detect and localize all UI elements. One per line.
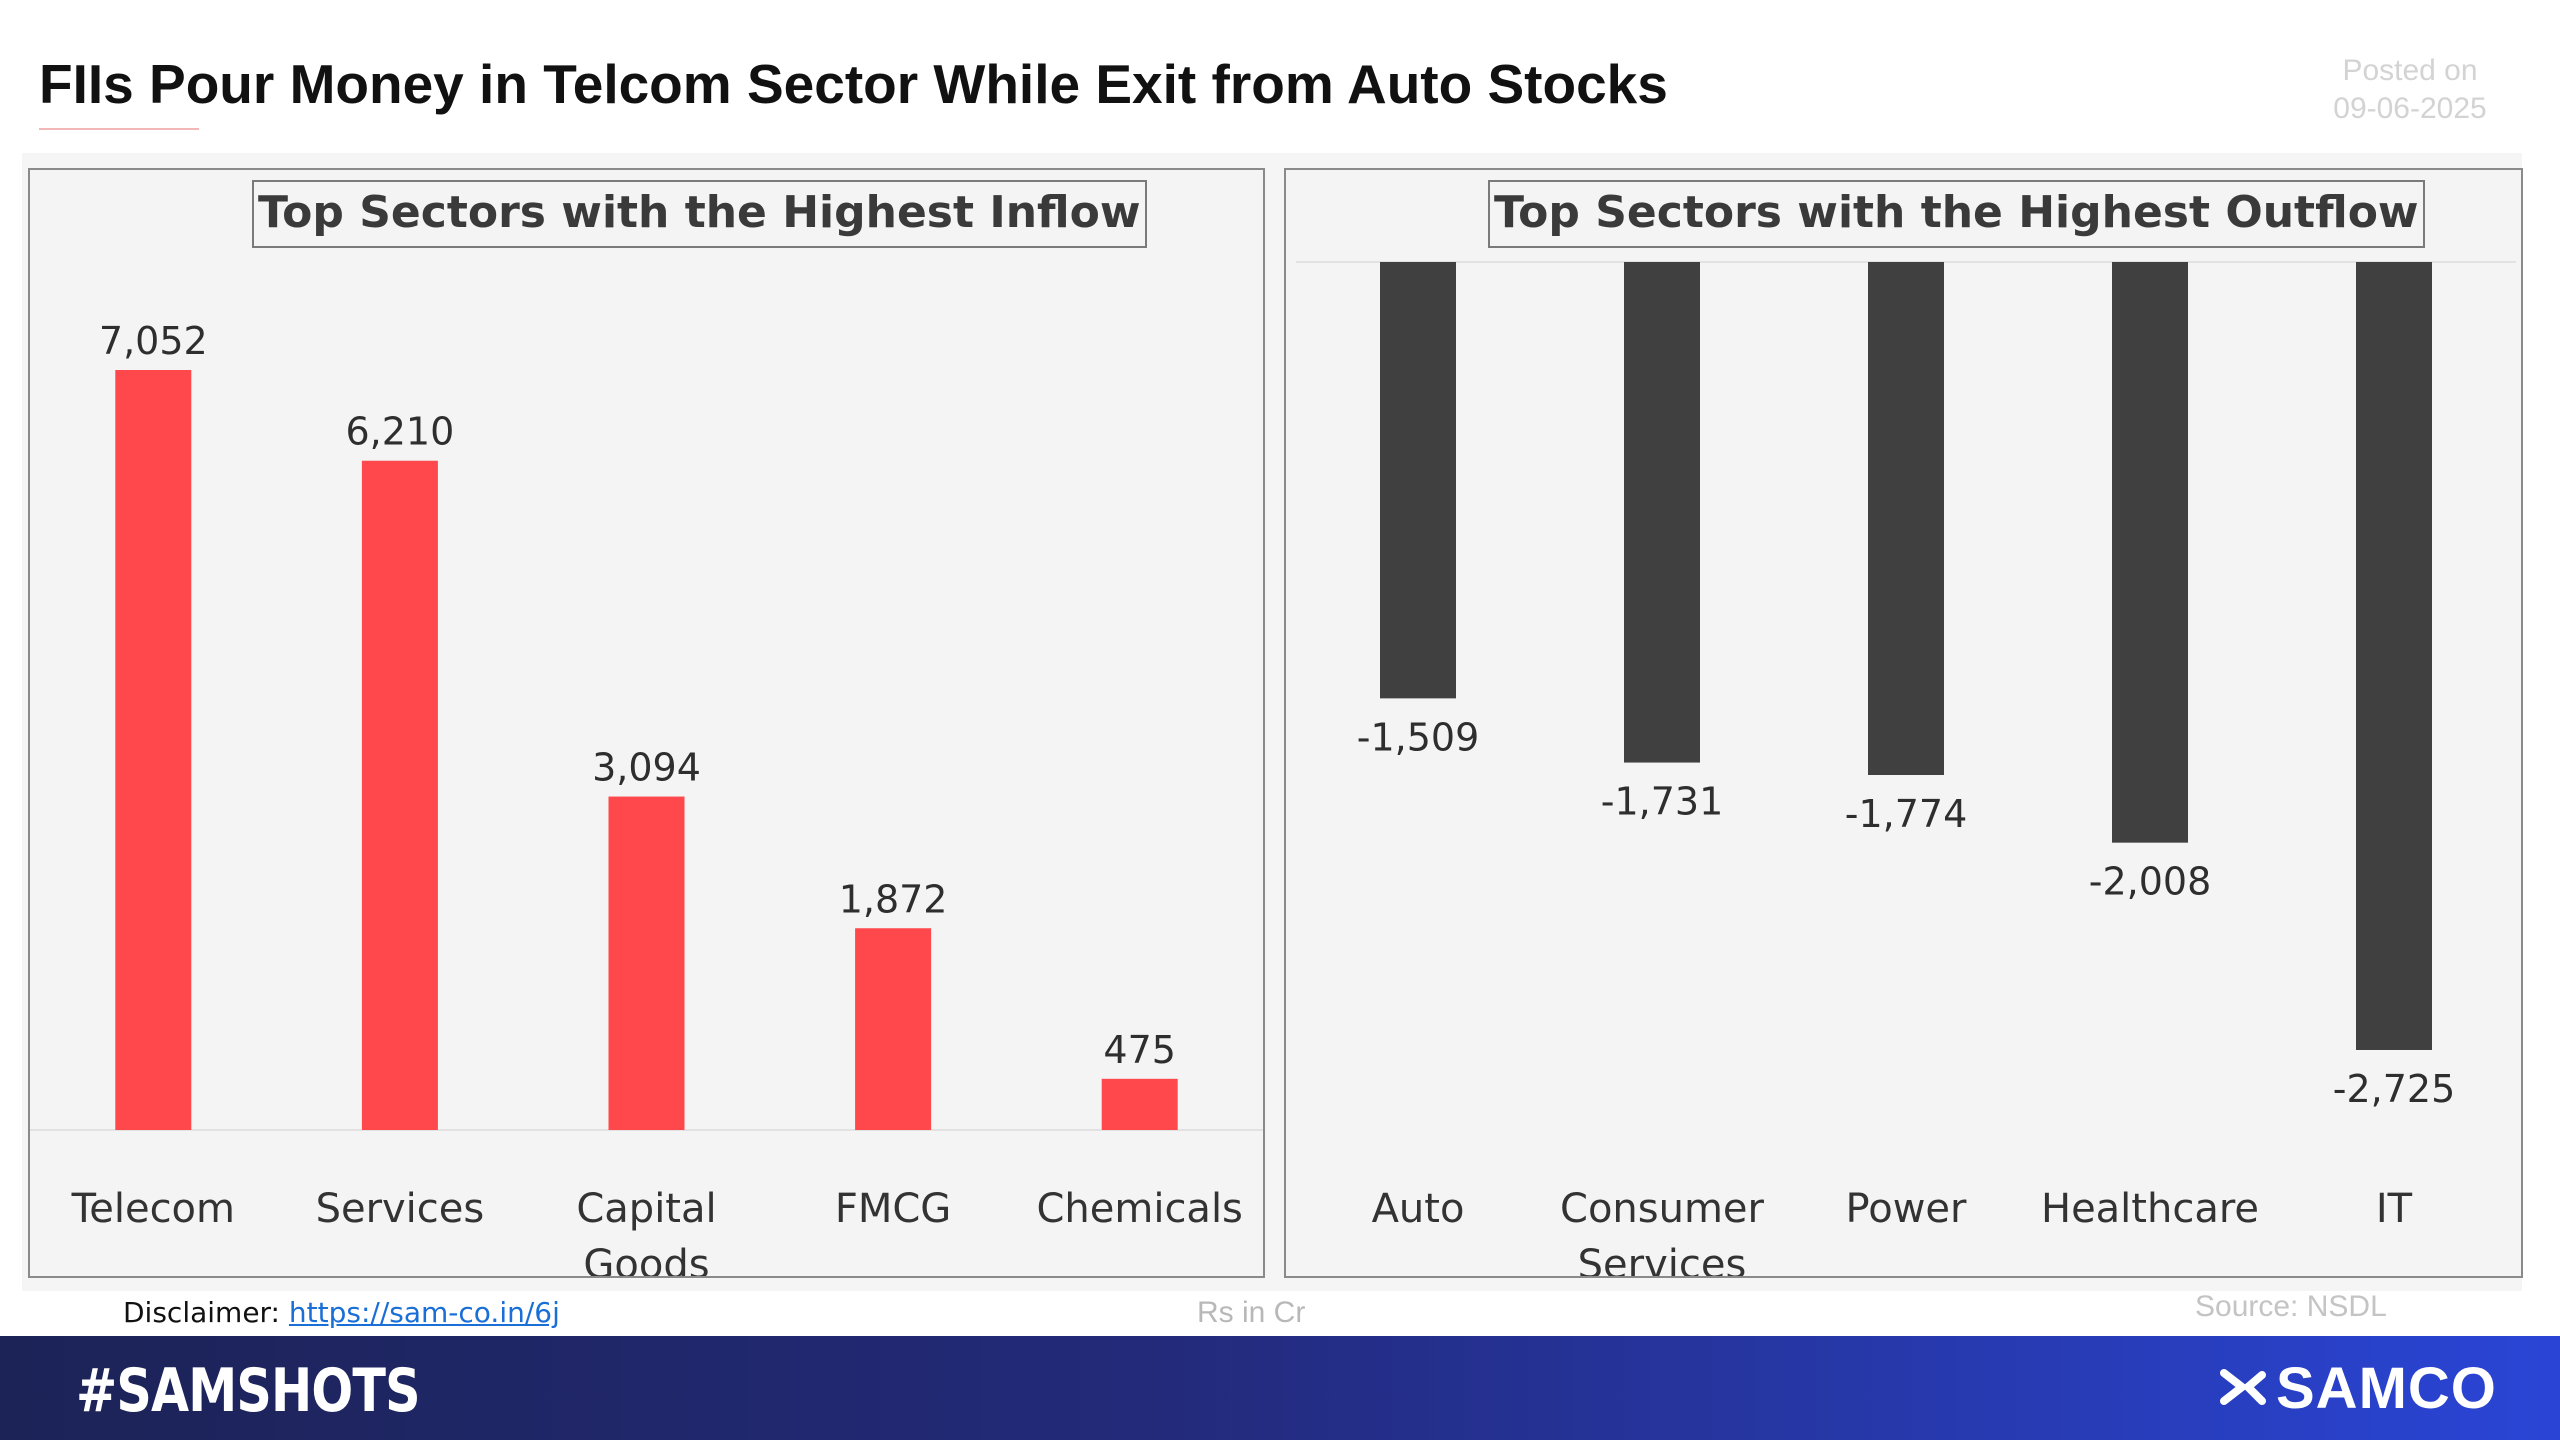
disclaimer-label: Disclaimer: xyxy=(123,1296,280,1329)
bar xyxy=(115,370,192,1130)
category-tick-label: IT xyxy=(2376,1186,2413,1232)
data-label: 6,210 xyxy=(346,410,455,454)
category-tick-label: Goods xyxy=(583,1242,709,1276)
data-label: -1,731 xyxy=(1601,780,1724,824)
category-tick-label: Chemicals xyxy=(1036,1186,1242,1232)
data-label: 7,052 xyxy=(99,319,208,363)
data-label: -1,509 xyxy=(1357,715,1480,759)
inflow-chart: 7,052 Telecom 6,210 Services 3,094 Capital Goo… xyxy=(30,319,1263,1276)
data-label: -1,774 xyxy=(1845,792,1968,836)
units-label: Rs in Cr xyxy=(1197,1296,1306,1329)
data-label: -2,725 xyxy=(2333,1067,2456,1111)
posted-date-block: Posted on 09-06-2025 xyxy=(2300,52,2520,128)
category-tick-label: Auto xyxy=(1372,1186,1465,1232)
page-title: FIIs Pour Money in Telcom Sector While E… xyxy=(39,53,1668,115)
data-label: 1,872 xyxy=(839,877,948,921)
category-tick-label: Healthcare xyxy=(2041,1186,2259,1232)
outflow-chart-title: Top Sectors with the Highest Outflow xyxy=(1488,180,2425,248)
disclaimer-link[interactable]: https://sam-co.in/6j xyxy=(288,1296,560,1329)
inflow-chart-panel: 7,052 Telecom 6,210 Services 3,094 Capital Goo… xyxy=(28,168,1265,1278)
bar xyxy=(1380,262,1456,699)
bar xyxy=(1101,1078,1178,1130)
bar xyxy=(2356,262,2432,1050)
category-tick-label: Consumer xyxy=(1560,1186,1765,1232)
data-label: 3,094 xyxy=(592,746,701,790)
bar xyxy=(1624,262,1700,763)
data-label: 475 xyxy=(1103,1028,1176,1072)
samco-logo-icon xyxy=(2220,1369,2266,1405)
brand-logo: SAMCO xyxy=(2218,1355,2497,1421)
bar xyxy=(608,796,685,1130)
outflow-chart-panel: -1,509 Auto -1,731 Consumer Services -1,774 Po… xyxy=(1284,168,2523,1278)
category-tick-label: Power xyxy=(1846,1186,1967,1232)
outflow-chart: -1,509 Auto -1,731 Consumer Services -1,774 Po… xyxy=(1296,261,2516,1276)
inflow-chart-title: Top Sectors with the Highest Inflow xyxy=(252,180,1147,248)
category-tick-label: Services xyxy=(1578,1242,1747,1276)
bar xyxy=(361,460,438,1130)
category-tick-label: Telecom xyxy=(71,1186,235,1232)
brand-name: SAMCO xyxy=(2276,1355,2497,1421)
category-tick-label: Capital xyxy=(576,1186,716,1232)
footer-banner: #SAMSHOTS SAMCO xyxy=(0,1336,2560,1440)
bar xyxy=(855,928,932,1130)
posted-label: Posted on xyxy=(2342,54,2478,87)
hashtag-label: #SAMSHOTS xyxy=(76,1356,421,1426)
category-tick-label: Services xyxy=(316,1186,485,1232)
bar xyxy=(1868,262,1944,775)
data-label: -2,008 xyxy=(2089,860,2212,904)
source-label: Source: NSDL xyxy=(2195,1290,2387,1323)
disclaimer: Disclaimer: https://sam-co.in/6j xyxy=(123,1296,560,1329)
title-underline xyxy=(39,128,199,130)
category-tick-label: FMCG xyxy=(835,1186,951,1232)
posted-date: 09-06-2025 xyxy=(2333,92,2487,125)
bar xyxy=(2112,262,2188,843)
